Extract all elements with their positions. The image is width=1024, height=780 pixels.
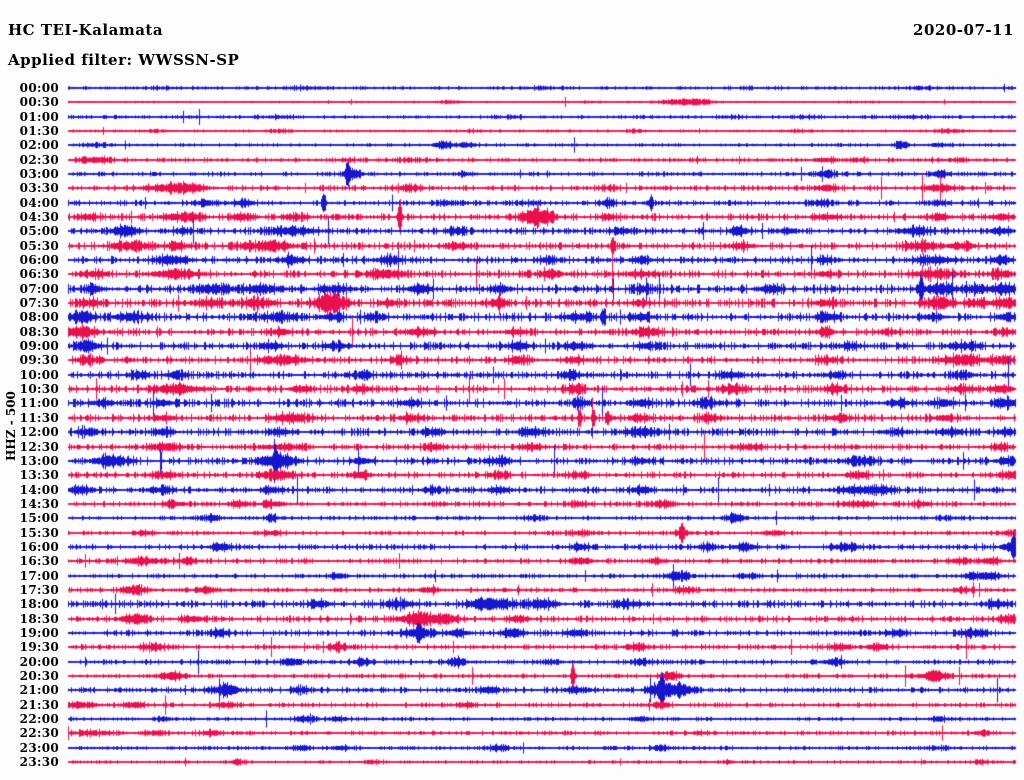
time-label: 05:30 [19,239,59,253]
time-label: 21:00 [19,683,59,697]
time-label: 15:00 [19,511,59,525]
time-label: 07:00 [19,282,59,296]
filter-label: Applied filter: WWSSN-SP [8,51,240,69]
time-label: 23:00 [19,741,59,755]
time-label: 15:30 [19,526,59,540]
time-label: 01:00 [19,110,59,124]
time-label: 19:30 [19,640,59,654]
time-label: 20:30 [19,669,59,683]
time-label: 18:00 [19,597,59,611]
time-label: 22:00 [19,712,59,726]
time-label: 16:30 [19,554,59,568]
time-label: 23:30 [19,755,59,769]
time-label: 04:00 [19,196,59,210]
time-label: 14:30 [19,497,59,511]
time-label: 10:30 [19,382,59,396]
station-title: HC TEI-Kalamata [8,21,164,39]
time-label: 17:30 [19,583,59,597]
date-label: 2020-07-11 [913,21,1014,39]
time-label: 19:00 [19,626,59,640]
time-label: 08:30 [19,325,59,339]
time-label: 13:00 [19,454,59,468]
time-label: 22:30 [19,726,59,740]
time-label: 09:00 [19,339,59,353]
time-label: 12:30 [19,440,59,454]
time-label: 20:00 [19,655,59,669]
time-label: 02:00 [19,138,59,152]
time-label: 21:30 [19,698,59,712]
time-label: 04:30 [19,210,59,224]
time-label: 05:00 [19,224,59,238]
time-label: 11:30 [19,411,59,425]
time-label: 16:00 [19,540,59,554]
time-label: 09:30 [19,353,59,367]
time-label: 03:00 [19,167,59,181]
time-label: 18:30 [19,612,59,626]
time-label: 13:30 [19,468,59,482]
time-label: 17:00 [19,569,59,583]
time-label: 06:30 [19,267,59,281]
time-label: 03:30 [19,181,59,195]
time-label: 06:00 [19,253,59,267]
time-label: 14:00 [19,483,59,497]
time-label: 00:00 [19,81,59,95]
time-label: 12:00 [19,425,59,439]
time-label: 00:30 [19,95,59,109]
time-label: 10:00 [19,368,59,382]
time-label: 11:00 [19,396,59,410]
time-label: 07:30 [19,296,59,310]
time-label: 08:00 [19,310,59,324]
time-label: 01:30 [19,124,59,138]
time-label: 02:30 [19,153,59,167]
